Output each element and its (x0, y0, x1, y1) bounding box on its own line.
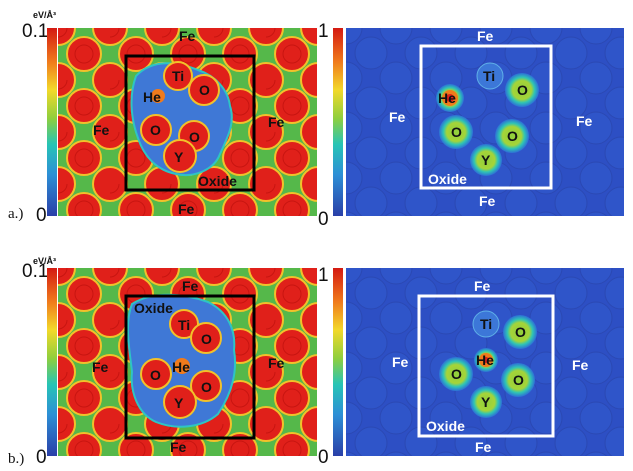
colorbar-a-left (47, 28, 57, 216)
oxide-label-a-right: Oxide (428, 171, 467, 187)
fe-label-a-left-top: Fe (179, 28, 196, 44)
fe-label-a-right-bottom: Fe (479, 193, 496, 209)
y-label-a-left: Y (174, 149, 184, 165)
he-label-a-right: He (438, 90, 456, 106)
o-label-a-left-3: O (189, 129, 200, 145)
o-label-b-right-1: O (515, 324, 526, 340)
elf-map-a: Fe Fe Fe Fe Ti He O O O Y Oxide (346, 28, 624, 216)
o-label-b-left-1: O (201, 331, 212, 347)
fe-label-b-left-top: Fe (182, 278, 199, 294)
fe-label-b-right-west: Fe (392, 354, 409, 370)
scale-unit-b-left: eV/Å³ (33, 256, 57, 266)
caption-a: a.) (8, 206, 24, 222)
o-label-a-right-3: O (507, 128, 518, 144)
o-label-b-left-3: O (201, 379, 212, 395)
oxide-box-b-left (124, 294, 256, 440)
fe-label-b-right-east: Fe (572, 357, 589, 373)
fe-label-a-right-west: Fe (389, 109, 406, 125)
oxide-label-a-left: Oxide (198, 173, 237, 189)
y-label-b-left: Y (174, 395, 184, 411)
ti-label-a-right: Ti (483, 68, 495, 84)
charge-density-map-a: Fe Fe Fe Fe Ti He O O O Y Oxide (58, 28, 317, 216)
oxide-label-b-right: Oxide (426, 418, 465, 434)
o-label-a-left-1: O (199, 82, 210, 98)
fe-label-a-right-top: Fe (477, 28, 494, 44)
fe-label-b-right-bottom: Fe (475, 439, 492, 455)
oxide-box-a-left (124, 54, 256, 192)
fe-label-b-left-east: Fe (268, 355, 285, 371)
fe-label-a-left-bottom: Fe (178, 201, 195, 216)
oxide-label-b-left: Oxide (134, 300, 173, 316)
ti-label-b-right: Ti (480, 316, 492, 332)
y-label-a-right: Y (481, 152, 491, 168)
o-label-b-right-3: O (513, 372, 524, 388)
scale-min-b-right: 0 (318, 447, 329, 468)
fe-label-a-left-west: Fe (93, 122, 110, 138)
colorbar-a-right (333, 28, 343, 216)
scale-min-a-left: 0 (36, 205, 47, 226)
fe-label-b-right-top: Fe (474, 278, 491, 294)
scale-min-b-left: 0 (36, 447, 47, 468)
he-label-a-left: He (143, 89, 161, 105)
ti-label-b-left: Ti (178, 317, 190, 333)
colorbar-b-right (333, 268, 343, 456)
o-label-a-left-2: O (150, 122, 161, 138)
o-label-b-left-2: O (150, 367, 161, 383)
scale-min-a-right: 0 (318, 209, 329, 230)
caption-b: b.) (8, 451, 25, 467)
fe-label-a-left-east: Fe (268, 114, 285, 130)
ti-label-a-left: Ti (172, 68, 184, 84)
scale-max-b-left: 0.1 (22, 261, 49, 282)
he-label-b-right: He (476, 352, 494, 368)
y-label-b-right: Y (481, 394, 491, 410)
scale-max-a-left: 0.1 (22, 21, 49, 42)
scale-max-b-right: 1 (318, 265, 329, 286)
o-label-a-right-1: O (517, 82, 528, 98)
colorbar-b-left (47, 268, 57, 456)
fe-label-b-left-west: Fe (92, 359, 109, 375)
o-label-b-right-2: O (451, 366, 462, 382)
he-label-b-left: He (172, 359, 190, 375)
fe-label-a-right-east: Fe (576, 113, 593, 129)
scale-max-a-right: 1 (318, 21, 329, 42)
o-label-a-right-2: O (451, 124, 462, 140)
scale-unit-a-left: eV/Å³ (33, 10, 57, 20)
fe-label-b-left-bottom: Fe (170, 439, 187, 455)
oxide-box-b-right (417, 294, 555, 438)
oxide-box-a-right (419, 44, 553, 190)
elf-map-b: Fe Fe Fe Fe Ti O He O O Y Oxide (346, 268, 624, 456)
charge-density-map-b: Fe Fe Fe Fe Oxide Ti O He O O Y (58, 268, 317, 456)
